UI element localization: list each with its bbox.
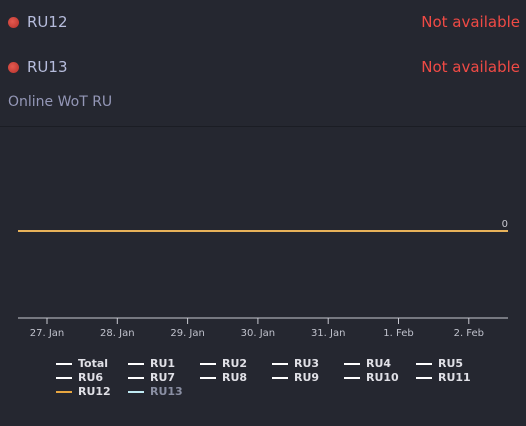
legend-item-ru2[interactable]: RU2 bbox=[200, 357, 247, 371]
online-chart: 0 27. Jan 28. Jan 29. Jan 30. Jan 31. Jan 1. F… bbox=[18, 219, 508, 339]
legend-swatch bbox=[56, 377, 72, 379]
legend-swatch bbox=[56, 391, 72, 393]
legend-item-ru8[interactable]: RU8 bbox=[200, 371, 247, 385]
data-label: 0 bbox=[502, 219, 508, 230]
legend-label: RU13 bbox=[150, 385, 183, 398]
server-status: Not available bbox=[421, 13, 520, 31]
server-status: Not available bbox=[421, 58, 520, 76]
legend-item-ru12[interactable]: RU12 bbox=[56, 385, 111, 399]
legend-label: RU6 bbox=[78, 371, 104, 384]
legend-label: RU11 bbox=[438, 371, 471, 384]
legend-item-ru4[interactable]: RU4 bbox=[344, 357, 391, 371]
legend-swatch bbox=[344, 363, 360, 365]
server-row-ru13: RU13 Not available bbox=[0, 55, 526, 79]
x-axis-tick-label: 1. Feb bbox=[383, 328, 413, 339]
legend-label: RU12 bbox=[78, 385, 111, 398]
legend-item-ru13[interactable]: RU13 bbox=[128, 385, 183, 399]
legend-swatch bbox=[200, 377, 216, 379]
x-axis-tick-label: 29. Jan bbox=[170, 328, 205, 339]
server-name: RU12 bbox=[27, 13, 68, 31]
legend-item-ru6[interactable]: RU6 bbox=[56, 371, 103, 385]
legend-item-total[interactable]: Total bbox=[56, 357, 108, 371]
legend-label: RU8 bbox=[222, 371, 248, 384]
legend-swatch bbox=[344, 377, 360, 379]
legend-item-ru10[interactable]: RU10 bbox=[344, 371, 399, 385]
status-dot-icon bbox=[8, 62, 19, 73]
server-name: RU13 bbox=[27, 58, 68, 76]
legend-item-ru7[interactable]: RU7 bbox=[128, 371, 175, 385]
legend-item-ru11[interactable]: RU11 bbox=[416, 371, 471, 385]
legend-swatch bbox=[200, 363, 216, 365]
x-axis-tick-label: 27. Jan bbox=[30, 328, 65, 339]
legend-label: RU2 bbox=[222, 357, 248, 370]
legend-label: Total bbox=[78, 357, 109, 370]
server-row-ru12: RU12 Not available bbox=[0, 10, 526, 34]
legend-label: RU1 bbox=[150, 357, 176, 370]
section-title: Online WoT RU bbox=[8, 94, 113, 110]
divider bbox=[0, 126, 526, 127]
legend-swatch bbox=[272, 377, 288, 379]
legend-label: RU3 bbox=[294, 357, 320, 370]
x-axis-tick-label: 31. Jan bbox=[311, 328, 346, 339]
legend-item-ru9[interactable]: RU9 bbox=[272, 371, 319, 385]
legend-swatch bbox=[128, 363, 144, 365]
status-dot-icon bbox=[8, 17, 19, 28]
legend-item-ru1[interactable]: RU1 bbox=[128, 357, 175, 371]
legend-item-ru3[interactable]: RU3 bbox=[272, 357, 319, 371]
legend-swatch bbox=[416, 377, 432, 379]
legend-swatch bbox=[128, 391, 144, 393]
x-axis-tick-label: 28. Jan bbox=[100, 328, 135, 339]
legend-label: RU10 bbox=[366, 371, 399, 384]
legend-label: RU7 bbox=[150, 371, 176, 384]
legend-label: RU5 bbox=[438, 357, 464, 370]
x-axis-tick-label: 2. Feb bbox=[454, 328, 484, 339]
legend-item-ru5[interactable]: RU5 bbox=[416, 357, 463, 371]
x-axis-tick-label: 30. Jan bbox=[241, 328, 276, 339]
legend-swatch bbox=[56, 363, 72, 365]
legend-label: RU4 bbox=[366, 357, 392, 370]
legend-label: RU9 bbox=[294, 371, 320, 384]
legend-swatch bbox=[272, 363, 288, 365]
legend-swatch bbox=[128, 377, 144, 379]
legend-swatch bbox=[416, 363, 432, 365]
